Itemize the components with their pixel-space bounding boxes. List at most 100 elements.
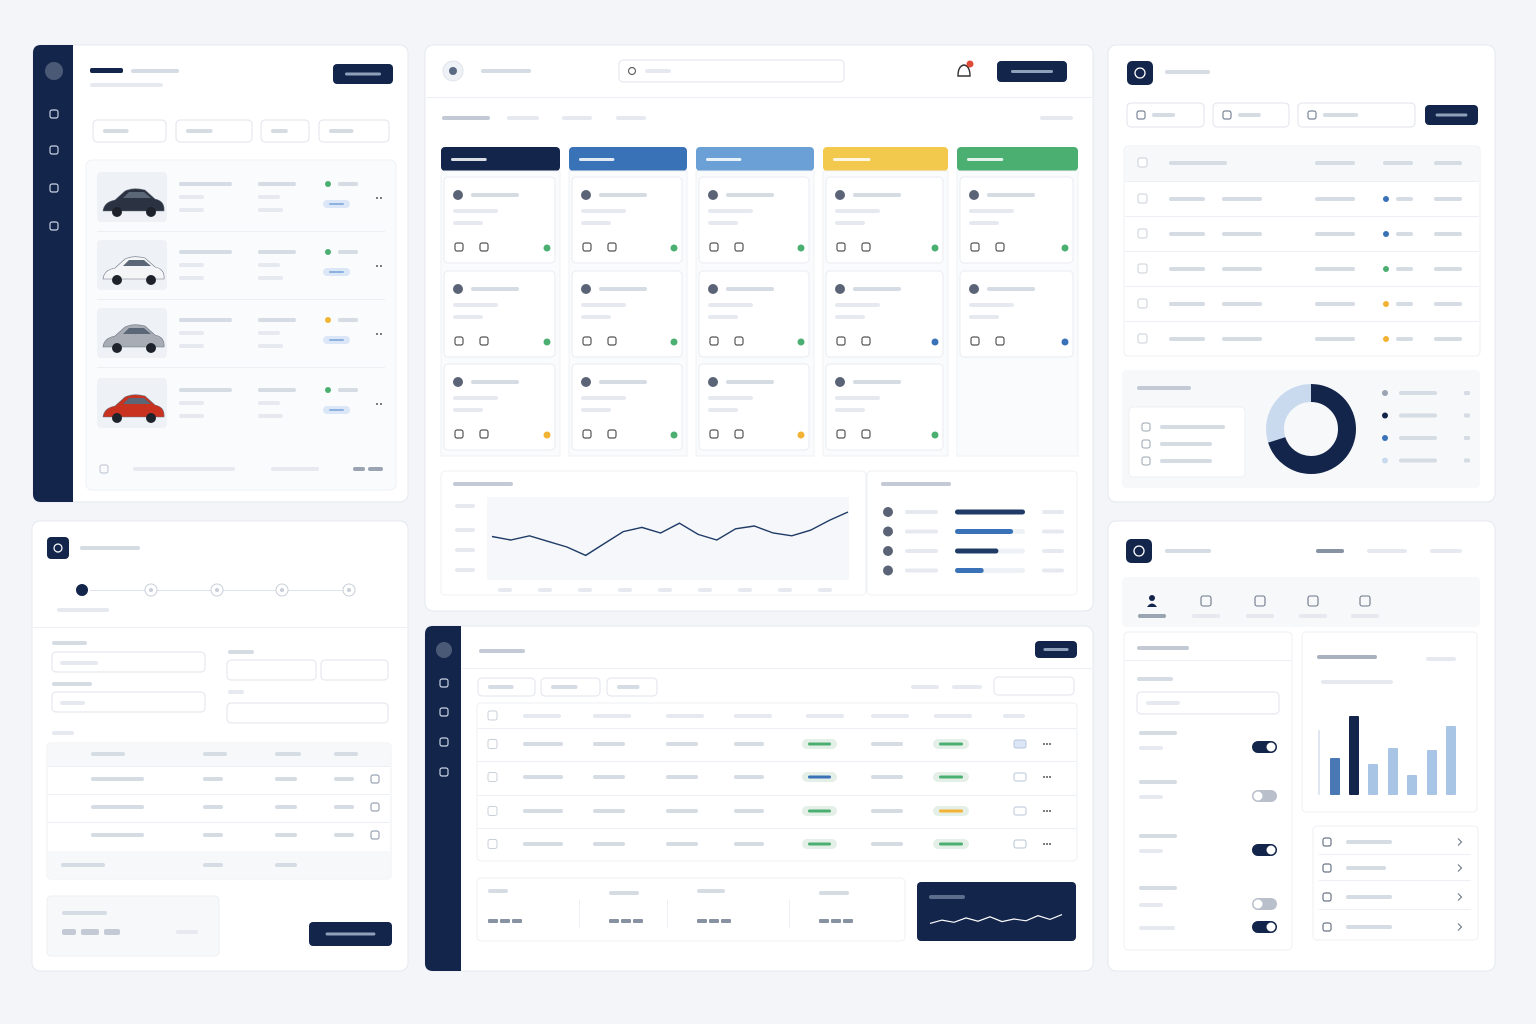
- placeholder-text: [453, 209, 498, 213]
- checkbox[interactable]: [1137, 333, 1148, 344]
- checkbox[interactable]: [1137, 193, 1148, 204]
- chip: [633, 919, 643, 923]
- chevron[interactable]: [1457, 893, 1463, 901]
- placeholder-text: [1137, 646, 1189, 650]
- placeholder-text: [599, 193, 647, 197]
- placeholder-text: [453, 396, 498, 400]
- placeholder-text: [523, 842, 563, 846]
- tag: [1013, 772, 1027, 782]
- tab-icon[interactable]: [1147, 603, 1157, 608]
- placeholder-text: [523, 809, 563, 813]
- placeholder-text: [1351, 614, 1379, 618]
- checkbox[interactable]: [1137, 298, 1148, 309]
- wheel: [146, 413, 156, 423]
- placeholder-text: [258, 276, 283, 280]
- divider: [97, 231, 385, 232]
- more: [1049, 843, 1051, 845]
- icon: [836, 429, 846, 439]
- select[interactable]: [51, 691, 206, 713]
- title-bar: [90, 68, 123, 73]
- select[interactable]: [226, 702, 389, 724]
- checkbox[interactable]: [487, 839, 498, 849]
- filter[interactable]: [318, 119, 390, 143]
- divider: [462, 668, 1092, 669]
- select[interactable]: [1136, 691, 1280, 715]
- checkbox[interactable]: [487, 806, 498, 816]
- icon: [439, 678, 449, 688]
- select[interactable]: [320, 659, 389, 681]
- avatar: [883, 565, 893, 576]
- more: [1043, 810, 1045, 812]
- icon: [49, 183, 59, 193]
- badge-label: [939, 809, 963, 813]
- checkbox[interactable]: [1137, 263, 1148, 274]
- placeholder-text: [1222, 337, 1262, 341]
- placeholder-text: [338, 318, 358, 322]
- placeholder-text: [871, 809, 903, 813]
- placeholder-text: [1222, 232, 1262, 236]
- placeholder-text: [1146, 701, 1180, 705]
- checkbox[interactable]: [487, 739, 498, 749]
- placeholder-text: [258, 318, 296, 322]
- placeholder-text: [1434, 267, 1462, 271]
- placeholder-text: [203, 863, 223, 867]
- tab-icon[interactable]: [1254, 595, 1266, 607]
- placeholder-text: [905, 529, 938, 534]
- car-body: [102, 256, 165, 280]
- placeholder-text: [334, 805, 354, 809]
- icon: [582, 242, 592, 252]
- placeholder-text: [52, 731, 74, 735]
- button-label: [345, 72, 381, 76]
- tab-icon[interactable]: [1359, 595, 1371, 607]
- icon: [439, 737, 449, 747]
- status-dot: [670, 338, 678, 346]
- placeholder-text: [338, 182, 358, 186]
- badge-label: [808, 742, 831, 746]
- filter[interactable]: [175, 119, 253, 143]
- placeholder-text: [203, 752, 227, 756]
- chevron[interactable]: [1457, 864, 1463, 872]
- checkbox[interactable]: [487, 772, 498, 782]
- divider: [1125, 321, 1479, 322]
- icon: [1136, 110, 1146, 120]
- placeholder-text: [1434, 337, 1462, 341]
- placeholder-text: [929, 895, 965, 899]
- placeholder-text: [593, 714, 631, 718]
- more: [1043, 843, 1045, 845]
- badge-label: [939, 742, 963, 746]
- avatar: [581, 377, 591, 387]
- placeholder-text: [871, 842, 903, 846]
- placeholder-text: [179, 182, 232, 186]
- select[interactable]: [993, 676, 1075, 696]
- more: [1049, 743, 1051, 745]
- filter[interactable]: [92, 119, 167, 143]
- wheel: [146, 207, 156, 217]
- tab-icon[interactable]: [1200, 595, 1212, 607]
- select[interactable]: [226, 659, 317, 681]
- divider: [33, 627, 407, 628]
- wheel: [112, 275, 122, 285]
- chevron[interactable]: [1457, 923, 1463, 931]
- bell[interactable]: [957, 64, 971, 77]
- avatar: [581, 284, 591, 294]
- placeholder-text: [258, 182, 296, 186]
- placeholder-text: [1139, 926, 1175, 930]
- more: [376, 265, 378, 267]
- select[interactable]: [51, 651, 206, 673]
- stats-card: [476, 877, 906, 942]
- placeholder-text: [1346, 925, 1392, 929]
- icon: [49, 145, 59, 155]
- task-card: [443, 270, 556, 358]
- checkbox[interactable]: [1137, 228, 1148, 239]
- placeholder-text: [455, 548, 475, 552]
- placeholder-text: [581, 221, 611, 225]
- column-title: [706, 158, 742, 161]
- placeholder-text: [1346, 840, 1392, 844]
- icon: [836, 336, 846, 346]
- icon: [370, 830, 380, 840]
- progress-fill: [955, 548, 999, 554]
- placeholder-text: [271, 467, 319, 471]
- search-box[interactable]: [618, 59, 845, 83]
- tab-icon[interactable]: [1307, 595, 1319, 607]
- chevron[interactable]: [1457, 838, 1463, 846]
